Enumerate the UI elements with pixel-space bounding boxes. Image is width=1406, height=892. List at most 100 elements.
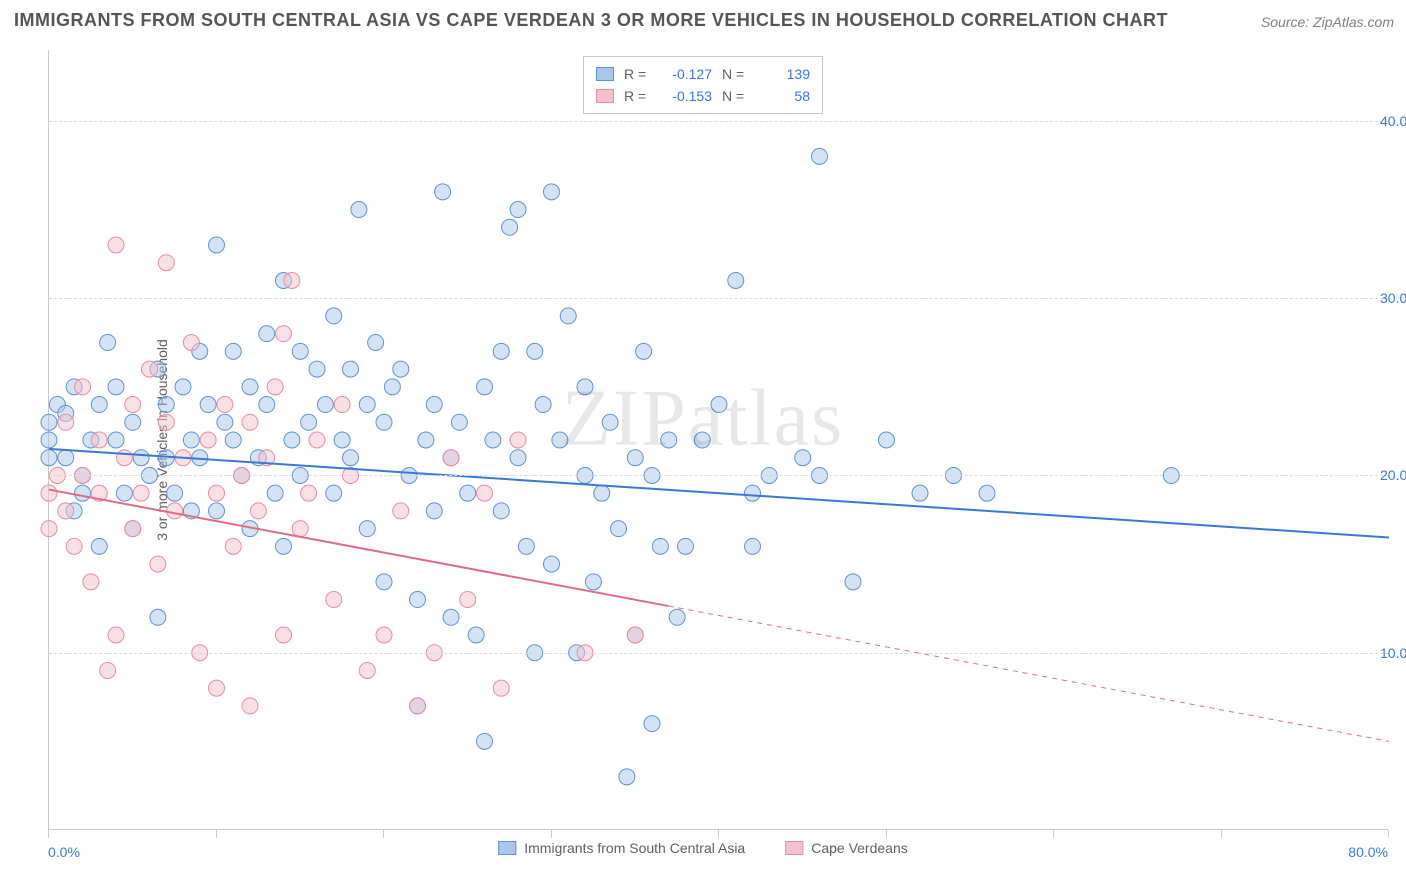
data-point	[125, 521, 141, 537]
swatch-series1	[596, 67, 614, 81]
data-point	[200, 432, 216, 448]
data-point	[75, 485, 91, 501]
data-point	[879, 432, 895, 448]
data-point	[58, 414, 74, 430]
data-point	[276, 326, 292, 342]
data-point	[544, 184, 560, 200]
data-point	[359, 397, 375, 413]
data-point	[209, 237, 225, 253]
data-point	[292, 343, 308, 359]
data-point	[301, 414, 317, 430]
chart-svg	[49, 50, 1388, 829]
data-point	[209, 503, 225, 519]
data-point	[108, 432, 124, 448]
data-point	[242, 698, 258, 714]
legend-item-series1: Immigrants from South Central Asia	[498, 840, 745, 856]
n-value-series1: 139	[760, 63, 810, 85]
data-point	[368, 335, 384, 351]
data-point	[393, 361, 409, 377]
n-label: N =	[722, 63, 750, 85]
data-point	[200, 397, 216, 413]
legend-label-series2: Cape Verdeans	[811, 840, 908, 856]
data-point	[745, 538, 761, 554]
data-point	[225, 343, 241, 359]
data-point	[209, 680, 225, 696]
data-point	[745, 485, 761, 501]
data-point	[560, 308, 576, 324]
data-point	[284, 272, 300, 288]
data-point	[150, 609, 166, 625]
data-point	[326, 592, 342, 608]
data-point	[359, 521, 375, 537]
legend-row-series1: R = -0.127 N = 139	[596, 63, 810, 85]
data-point	[317, 397, 333, 413]
data-point	[351, 202, 367, 218]
source-label: Source: ZipAtlas.com	[1261, 14, 1394, 30]
data-point	[510, 202, 526, 218]
y-tick-label: 10.0%	[1380, 645, 1406, 661]
y-tick-label: 30.0%	[1380, 290, 1406, 306]
data-point	[91, 397, 107, 413]
data-point	[393, 503, 409, 519]
data-point	[41, 414, 57, 430]
data-point	[217, 397, 233, 413]
data-point	[435, 184, 451, 200]
data-point	[309, 361, 325, 377]
data-point	[845, 574, 861, 590]
data-point	[636, 343, 652, 359]
data-point	[91, 432, 107, 448]
data-point	[309, 432, 325, 448]
chart-title: IMMIGRANTS FROM SOUTH CENTRAL ASIA VS CA…	[14, 10, 1168, 31]
data-point	[225, 432, 241, 448]
swatch-series2	[596, 89, 614, 103]
data-point	[133, 485, 149, 501]
legend-correlation: R = -0.127 N = 139 R = -0.153 N = 58	[583, 56, 823, 114]
data-point	[485, 432, 501, 448]
data-point	[267, 379, 283, 395]
data-point	[426, 503, 442, 519]
data-point	[150, 556, 166, 572]
data-point	[58, 450, 74, 466]
data-point	[108, 237, 124, 253]
data-point	[125, 414, 141, 430]
data-point	[502, 219, 518, 235]
data-point	[334, 432, 350, 448]
data-point	[267, 485, 283, 501]
data-point	[133, 450, 149, 466]
data-point	[611, 521, 627, 537]
trend-line-extrapolated	[669, 606, 1389, 741]
data-point	[418, 432, 434, 448]
data-point	[376, 414, 392, 430]
data-point	[979, 485, 995, 501]
data-point	[75, 379, 91, 395]
data-point	[652, 538, 668, 554]
data-point	[301, 485, 317, 501]
data-point	[217, 414, 233, 430]
y-tick-label: 20.0%	[1380, 467, 1406, 483]
data-point	[912, 485, 928, 501]
data-point	[678, 538, 694, 554]
data-point	[209, 485, 225, 501]
data-point	[669, 609, 685, 625]
data-point	[443, 609, 459, 625]
data-point	[359, 662, 375, 678]
data-point	[594, 485, 610, 501]
data-point	[426, 397, 442, 413]
data-point	[477, 485, 493, 501]
data-point	[711, 397, 727, 413]
data-point	[795, 450, 811, 466]
data-point	[460, 485, 476, 501]
y-tick-label: 40.0%	[1380, 113, 1406, 129]
data-point	[518, 538, 534, 554]
r-value-series2: -0.153	[662, 85, 712, 107]
data-point	[116, 450, 132, 466]
data-point	[108, 379, 124, 395]
data-point	[493, 680, 509, 696]
data-point	[259, 397, 275, 413]
data-point	[343, 450, 359, 466]
data-point	[276, 627, 292, 643]
data-point	[58, 503, 74, 519]
data-point	[158, 397, 174, 413]
data-point	[535, 397, 551, 413]
data-point	[326, 485, 342, 501]
